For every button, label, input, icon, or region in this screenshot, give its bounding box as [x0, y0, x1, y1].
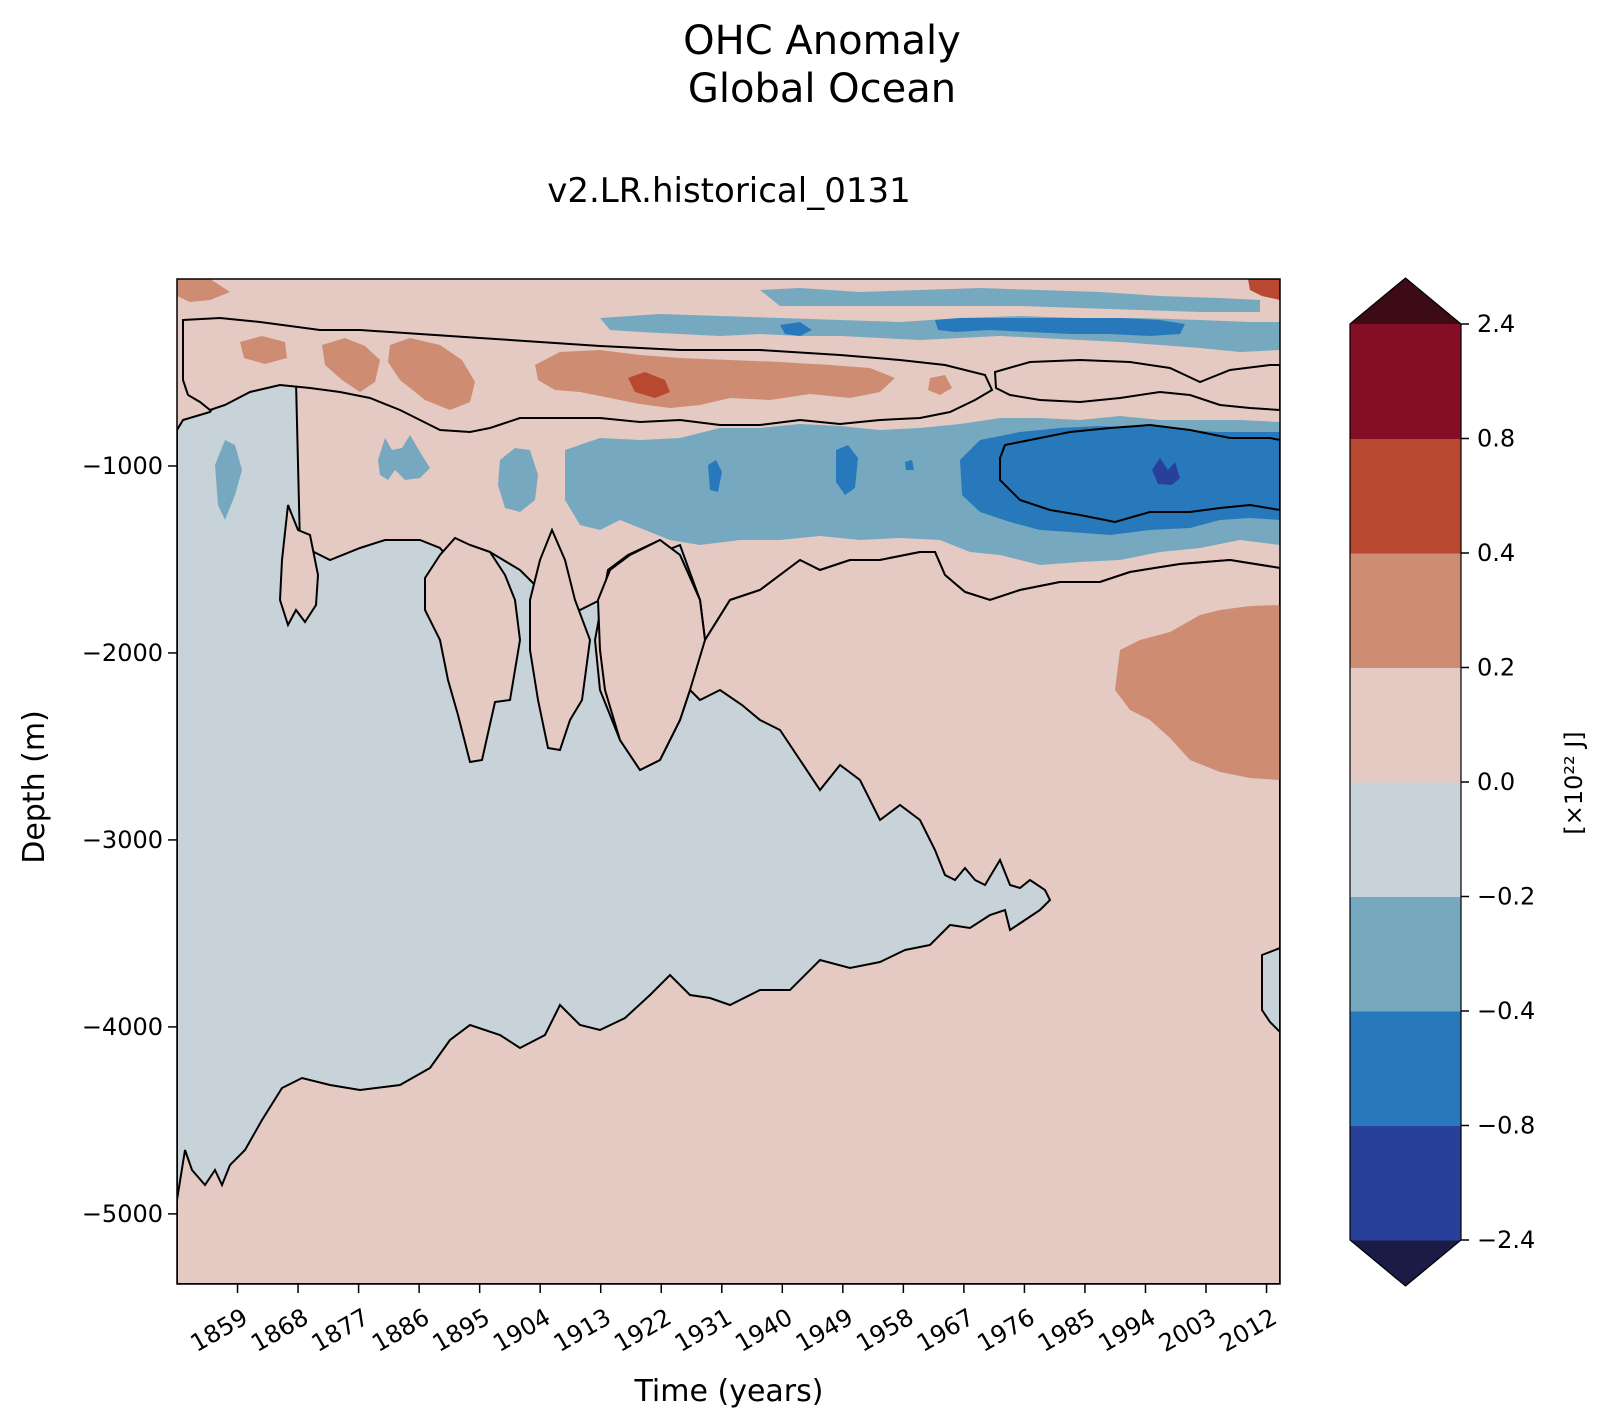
region-surface-warm-1850s: [177, 279, 230, 302]
plot-frame: [176, 278, 1281, 1285]
x-tick-label: 1868: [246, 1303, 313, 1358]
colorbar-tick-label: −0.2: [1477, 883, 1535, 911]
colorbar-segment: [1350, 553, 1461, 668]
region-abyssal-warm: [177, 538, 1280, 1284]
region-mid-cool-1859: [215, 440, 242, 520]
x-tick-label: 1985: [1033, 1303, 1100, 1358]
colorbar-tick-label: −0.8: [1477, 1112, 1535, 1140]
colorbar-segment: [1350, 1011, 1461, 1126]
region-warm-blob-1880: [322, 338, 380, 392]
x-tick-label: 1913: [549, 1303, 616, 1358]
region-mid-cool-contour: [999, 423, 1280, 524]
region-warm-lens-1868: [278, 504, 320, 628]
region-surface-cool-spot-1931: [780, 322, 812, 336]
colorbar-extend-low: [1350, 1240, 1461, 1286]
region-mid-deep-core: [1152, 458, 1180, 485]
region-warm-blob-1892: [388, 338, 475, 410]
region-cool-patch-2012: [1261, 946, 1280, 1034]
colorbar-segment: [1350, 667, 1461, 783]
region-surface-warm-2012: [1248, 279, 1280, 300]
region-warm-blob-1930s: [535, 350, 895, 408]
region-warm-blob-1958: [928, 375, 952, 395]
region-surface-cool-deep: [935, 318, 1185, 336]
y-tick-label: −1000: [82, 452, 163, 480]
colorbar-segment: [1350, 1125, 1461, 1241]
x-axis-label: Time (years): [634, 1374, 824, 1409]
y-tick-label: −5000: [82, 1200, 163, 1228]
x-tick-label: 1922: [609, 1303, 676, 1358]
colorbar-tick-label: 0.2: [1477, 654, 1515, 682]
x-tick-label: 1859: [186, 1303, 253, 1358]
colorbar-tick-label: 2.4: [1477, 310, 1515, 338]
figure-subtitle: Global Ocean: [688, 66, 956, 112]
x-tick-label: 1904: [488, 1303, 555, 1358]
x-tick-label: 2012: [1215, 1303, 1282, 1358]
colorbar-tick-label: −0.4: [1477, 997, 1535, 1025]
x-tick-label: 2003: [1154, 1303, 1221, 1358]
x-tick-label: 1931: [670, 1303, 737, 1358]
colorbar-extend-high: [1350, 278, 1461, 324]
x-tick-label: 1949: [791, 1303, 858, 1358]
region-mid-cool-spot-1922: [708, 460, 722, 492]
heatmap-plot-area: [177, 279, 1280, 1284]
region-mid-cool-spot-1949: [836, 445, 858, 495]
y-tick-label: −2000: [82, 639, 163, 667]
x-tick-label: 1976: [973, 1303, 1040, 1358]
region-surface-cool-band-2: [760, 288, 1260, 312]
panel-title: v2.LR.historical_0131: [547, 171, 911, 211]
region-warm-core-1922: [628, 372, 670, 398]
colorbar-segment: [1350, 782, 1461, 897]
colorbar-tick-label: 0.4: [1477, 539, 1515, 567]
figure-title: OHC Anomaly: [683, 18, 961, 64]
region-deep-warm-recent: [1115, 605, 1280, 780]
colorbar-segment: [1350, 896, 1461, 1012]
colorbar-tick-label: 0.8: [1477, 425, 1515, 453]
x-tick-label: 1895: [428, 1303, 495, 1358]
y-tick-label: −4000: [82, 1013, 163, 1041]
region-warm-lens-1922: [596, 538, 707, 772]
region-mid-cool-1895: [498, 448, 538, 512]
colorbar-label: [×10²² J]: [1560, 731, 1588, 834]
x-tick-label: 1886: [367, 1303, 434, 1358]
region-mid-cool-1886: [378, 435, 430, 480]
colorbar-tick-label: 0.0: [1477, 768, 1515, 796]
region-mid-cool-spot-1958: [905, 460, 914, 470]
region-warm-lens-1904: [529, 527, 592, 752]
y-axis-label: Depth (m): [17, 710, 52, 864]
region-warm-blob-1864: [240, 336, 287, 364]
x-tick-label: 1940: [730, 1303, 797, 1358]
x-tick-label: 1967: [912, 1303, 979, 1358]
colorbar: −2.4 −0.8 −0.4 −0.2 0.0 0.2 0.4 0.8 2.4: [1349, 277, 1535, 1287]
colorbar-segment: [1350, 324, 1461, 439]
y-axis: −1000 −2000 −3000 −4000 −5000: [82, 452, 177, 1228]
colorbar-segment: [1350, 438, 1461, 554]
x-tick-label: 1994: [1094, 1303, 1161, 1358]
y-tick-label: −3000: [82, 826, 163, 854]
x-tick-label: 1958: [851, 1303, 918, 1358]
colorbar-tick-label: −2.4: [1477, 1226, 1535, 1254]
region-upper-warm-recent: [993, 358, 1280, 412]
x-axis: 1859186818771886189519041913192219311940…: [186, 1284, 1282, 1358]
region-warm-lens-1895: [424, 536, 522, 764]
x-tick-label: 1877: [307, 1303, 374, 1358]
